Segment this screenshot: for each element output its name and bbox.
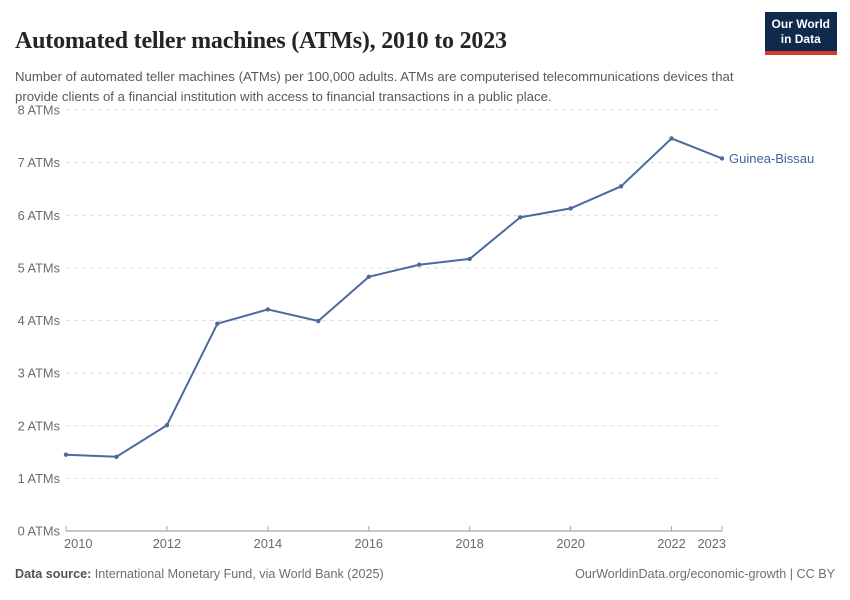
y-tick-label: 5 ATMs	[18, 260, 60, 275]
x-tick-label: 2010	[64, 536, 92, 551]
data-line[interactable]	[65, 137, 723, 458]
line-chart-svg: 0 ATMs 1 ATMs 2 ATMs 3 ATMs 4 ATMs 5 ATMs 6 AT…	[18, 103, 815, 552]
x-tick-label: 2012	[153, 536, 181, 551]
data-point[interactable]	[417, 262, 422, 267]
data-source: Data source: International Monetary Fund…	[15, 567, 384, 581]
x-tick-label: 2020	[556, 536, 584, 551]
data-source-label: Data source:	[15, 567, 92, 581]
data-point[interactable]	[114, 454, 119, 459]
y-tick-label: 1 ATMs	[18, 471, 60, 486]
owid-logo-line2: in Data	[780, 32, 821, 46]
data-point[interactable]	[366, 274, 371, 280]
x-tick-label: 2016	[355, 536, 383, 551]
data-point[interactable]	[63, 452, 69, 457]
chart-footer: Data source: International Monetary Fund…	[15, 567, 835, 581]
x-tick-label: 2023	[698, 536, 726, 551]
y-tick-label: 2 ATMs	[18, 418, 60, 433]
data-point[interactable]	[316, 318, 321, 324]
data-point[interactable]	[164, 423, 170, 428]
chart-title: Automated teller machines (ATMs), 2010 t…	[15, 28, 507, 55]
data-point[interactable]	[467, 256, 472, 262]
data-point[interactable]	[568, 206, 573, 211]
data-point[interactable]	[517, 215, 523, 220]
series-end-label[interactable]: Guinea-Bissau	[729, 151, 814, 166]
y-tick-label: 8 ATMs	[18, 103, 60, 118]
x-tick-label: 2022	[657, 536, 685, 551]
y-tick-label: 4 ATMs	[18, 313, 60, 328]
data-point[interactable]	[669, 136, 674, 141]
owid-logo[interactable]: Our World in Data	[764, 12, 837, 55]
data-point[interactable]	[719, 156, 725, 161]
data-point[interactable]	[618, 184, 624, 189]
x-tick-label: 2014	[254, 536, 282, 551]
x-tick-label: 2018	[455, 536, 483, 551]
y-tick-label: 3 ATMs	[18, 366, 60, 381]
y-tick-label: 6 ATMs	[18, 208, 60, 223]
data-source-text: International Monetary Fund, via World B…	[91, 567, 384, 581]
owid-logo-line1: Our World	[771, 17, 830, 31]
data-point[interactable]	[215, 321, 220, 326]
license-link[interactable]: OurWorldinData.org/economic-growth | CC …	[575, 567, 835, 581]
data-point[interactable]	[265, 307, 271, 312]
y-tick-label: 0 ATMs	[18, 524, 60, 539]
chart-subtitle: Number of automated teller machines (ATM…	[15, 69, 734, 104]
y-tick-label: 7 ATMs	[18, 155, 60, 170]
